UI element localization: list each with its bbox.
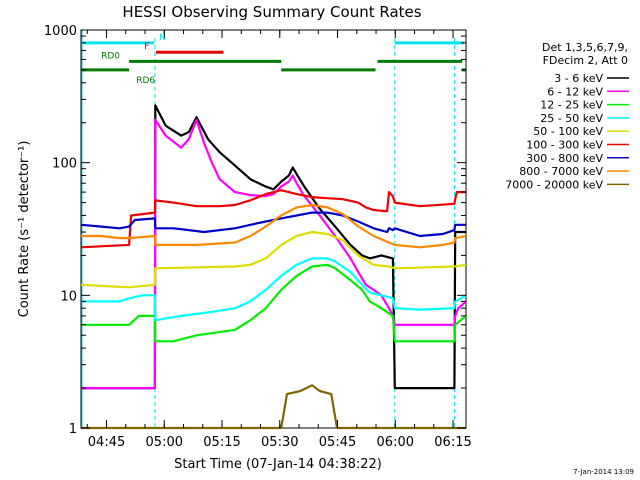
x-tick-label: 05:15 (203, 435, 240, 450)
legend-label: 12 - 25 keV (540, 99, 603, 112)
flag-label: RD0 (101, 51, 120, 61)
y-tick-label: 100 (52, 157, 77, 172)
series-line-3 (81, 263, 467, 343)
legend-label: 25 - 50 keV (540, 112, 603, 125)
x-axis-label: Start Time (07-Jan-14 04:38:22) (174, 457, 382, 472)
legend-label: 6 - 12 keV (547, 85, 603, 98)
plot-frame (80, 29, 467, 429)
x-tick-label: 06:15 (434, 435, 471, 450)
y-axis-ticks: 1 10 100 1000 (44, 24, 466, 437)
flag-bars: NF RD0 RD6 (81, 33, 466, 86)
legend: Det 1,3,5,6,7,9, FDecim 2, Att 0 3 - 6 k… (505, 41, 629, 191)
series-line-4 (81, 257, 467, 322)
legend-label: 100 - 300 keV (526, 139, 603, 152)
y-axis-label: Count Rate (s⁻¹ detector⁻¹) (17, 141, 32, 318)
legend-label: 300 - 800 keV (526, 152, 603, 165)
series-line-7 (80, 211, 466, 238)
legend-label: 7000 - 20000 keV (505, 178, 603, 191)
series-line-8 (81, 203, 467, 249)
series-line-2 (81, 118, 467, 390)
flag-label: N (159, 33, 166, 43)
y-tick-label: 1 (69, 422, 77, 437)
x-tick-label: 05:45 (319, 435, 356, 450)
x-axis-ticks: 04:45 05:00 05:15 05:30 05:45 06:00 06:15 (86, 30, 472, 450)
generation-stamp: 7-Jan-2014 13:09 (573, 468, 634, 476)
series-line-1 (81, 104, 466, 390)
legend-header-line-1: Det 1,3,5,6,7,9, (542, 41, 628, 54)
y-tick-label: 1000 (44, 24, 77, 39)
series-line-5 (80, 230, 467, 289)
flag-label: F (144, 42, 149, 52)
legend-header-line-2: FDecim 2, Att 0 (543, 54, 628, 67)
x-tick-label: 05:00 (146, 435, 183, 450)
y-tick-label: 10 (60, 289, 77, 304)
x-tick-label: 05:30 (261, 435, 298, 450)
x-tick-label: 04:45 (88, 435, 125, 450)
series-line-6 (80, 189, 466, 249)
flag-label: RD6 (136, 76, 155, 86)
legend-label: 50 - 100 keV (533, 125, 603, 138)
legend-label: 3 - 6 keV (554, 72, 603, 85)
series-layer (80, 104, 467, 430)
legend-label: 800 - 7000 keV (519, 165, 603, 178)
chart-title: HESSI Observing Summary Count Rates (122, 3, 421, 21)
series-line-9 (81, 384, 466, 430)
x-tick-label: 06:00 (377, 435, 414, 450)
